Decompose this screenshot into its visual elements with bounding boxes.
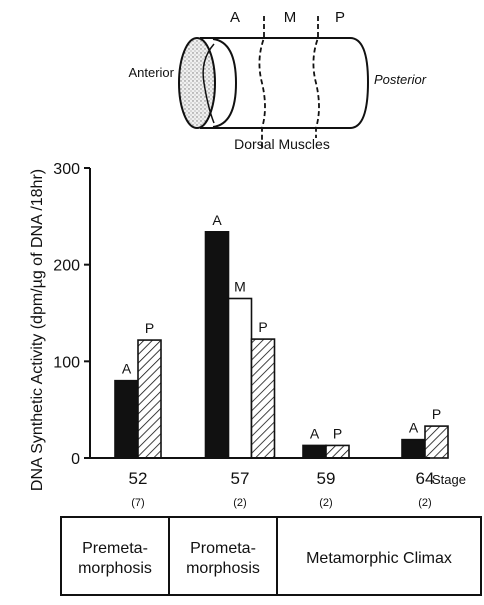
bar-label: M [234,279,246,295]
sample-size-label: (2) [418,497,431,509]
segment-label-a: A [230,9,240,26]
sample-size-label: (2) [319,497,332,509]
period-label: Premeta- morphosis [78,540,152,577]
x-tick-label: 52 [129,469,148,488]
segment-label-m: M [284,9,297,26]
sample-size-label: (7) [131,497,144,509]
bar-label: A [122,361,132,377]
y-axis: 0 100 200 300 [53,161,91,468]
bar-a-stage-52 [114,379,139,459]
cut-line-mp [312,16,320,138]
bar-label: P [145,320,154,336]
bar-label: P [333,425,342,441]
muscle-diagram: A M P Anterior Posterior Dorsal Muscles [128,9,426,152]
sample-size-label: (2) [233,497,246,509]
bar-m-stage-57 [227,297,253,459]
y-tick-label: 300 [53,161,80,178]
period-label: Prometa- morphosis [186,540,260,577]
anterior-cut-ring-inner [202,43,215,124]
period-label: Metamorphic Climax [306,550,452,567]
anterior-label: Anterior [128,65,174,80]
bar-label: A [310,425,320,441]
diagram-caption: Dorsal Muscles [234,136,330,152]
x-tick-label: 59 [317,469,336,488]
period-premetamorphosis: Premeta- morphosis [62,518,170,594]
segment-label-p: P [335,9,345,26]
bar-label: A [212,212,222,228]
bar-label: P [258,319,267,335]
x-axis: 52 (7) 57 (2) 59 (2) 64 (2) [90,457,435,509]
bar-p-stage-59 [325,444,350,459]
bar-a-stage-57 [204,231,230,459]
y-tick-label: 200 [53,258,80,275]
bar-a-stage-59 [302,444,327,459]
cut-line-am [258,16,266,150]
cylinder-body [200,37,370,129]
y-axis-label: DNA Synthetic Activity (dpm/µg of DNA /1… [29,169,46,491]
cylinder-front-face [178,37,216,129]
period-metamorphic-climax: Metamorphic Climax [278,518,480,594]
y-tick-label: 100 [53,354,80,371]
bar-p-stage-64 [424,425,449,459]
bar-p-stage-52 [137,339,162,459]
bar-chart: DNA Synthetic Activity (dpm/µg of DNA /1… [29,161,466,509]
bar-label: P [432,406,441,422]
posterior-label: Posterior [374,72,427,87]
period-prometamorphosis: Prometa- morphosis [170,518,278,594]
bar-p-stage-57 [250,338,276,459]
x-axis-label: Stage [432,472,466,487]
y-tick-label: 0 [71,451,80,468]
x-tick-label: 57 [231,469,250,488]
period-table: Premeta- morphosis Prometa- morphosis Me… [60,516,482,596]
bar-a-stage-64 [401,438,426,459]
bar-label: A [409,420,419,436]
anterior-cut-ring [212,38,238,128]
x-tick-label: 64 [416,469,435,488]
